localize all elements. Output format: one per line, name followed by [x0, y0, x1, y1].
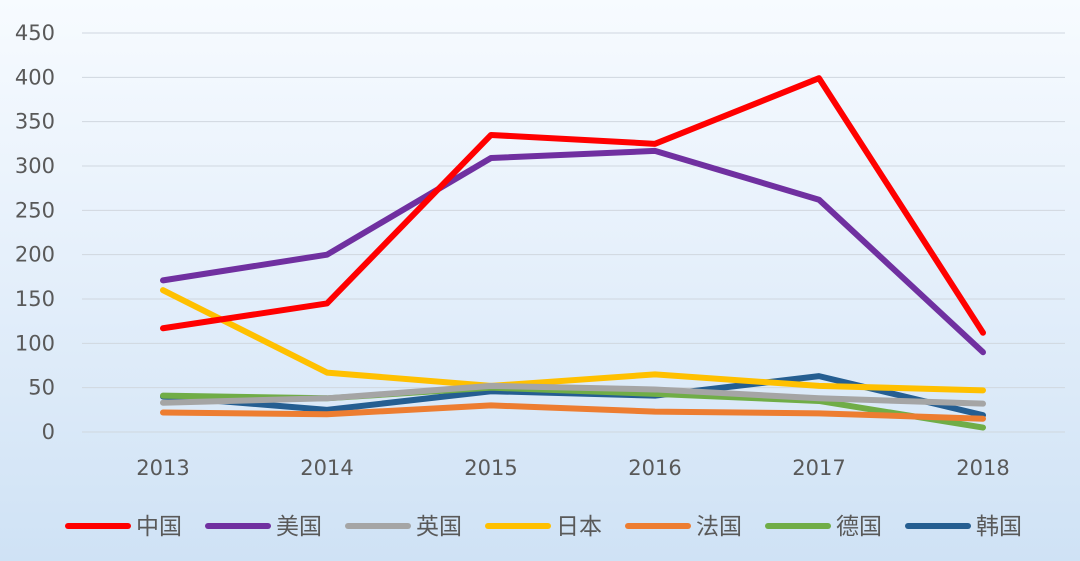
- series-line-2: [160, 382, 986, 407]
- y-tick-label: 400: [15, 65, 55, 89]
- x-tick-label: 2017: [792, 456, 845, 480]
- y-tick-label: 100: [15, 331, 55, 355]
- y-tick-label: 50: [28, 376, 55, 400]
- series-lines: [160, 75, 986, 431]
- legend-label: 法国: [696, 514, 742, 540]
- x-tick-label: 2016: [628, 456, 681, 480]
- legend-label: 德国: [836, 514, 882, 540]
- gridlines: [82, 32, 1065, 433]
- y-axis-ticks: 0 50 100 150 200 250 300 350 400 450: [15, 21, 55, 444]
- x-tick-label: 2015: [464, 456, 517, 480]
- legend-label: 韩国: [976, 514, 1022, 540]
- legend-label: 日本: [556, 514, 602, 540]
- y-tick-label: 200: [15, 243, 55, 267]
- x-tick-label: 2013: [136, 456, 189, 480]
- x-tick-label: 2014: [300, 456, 353, 480]
- legend-label: 英国: [416, 514, 462, 540]
- legend-label: 中国: [136, 514, 182, 540]
- series-line-4: [160, 402, 986, 422]
- series-line-0: [160, 75, 986, 336]
- x-axis-ticks: 2013 2014 2015 2016 2017 2018: [136, 456, 1009, 480]
- y-tick-label: 300: [15, 154, 55, 178]
- legend-label: 美国: [276, 514, 322, 540]
- y-tick-label: 450: [15, 21, 55, 45]
- legend: 中国 美国 英国 日本 法国 德国 韩国: [65, 514, 1022, 540]
- x-tick-label: 2018: [956, 456, 1009, 480]
- y-tick-label: 150: [15, 287, 55, 311]
- series-line-3: [160, 287, 986, 394]
- y-tick-label: 250: [15, 198, 55, 222]
- y-tick-label: 0: [42, 420, 55, 444]
- series-line-1: [160, 147, 986, 356]
- y-tick-label: 350: [15, 110, 55, 134]
